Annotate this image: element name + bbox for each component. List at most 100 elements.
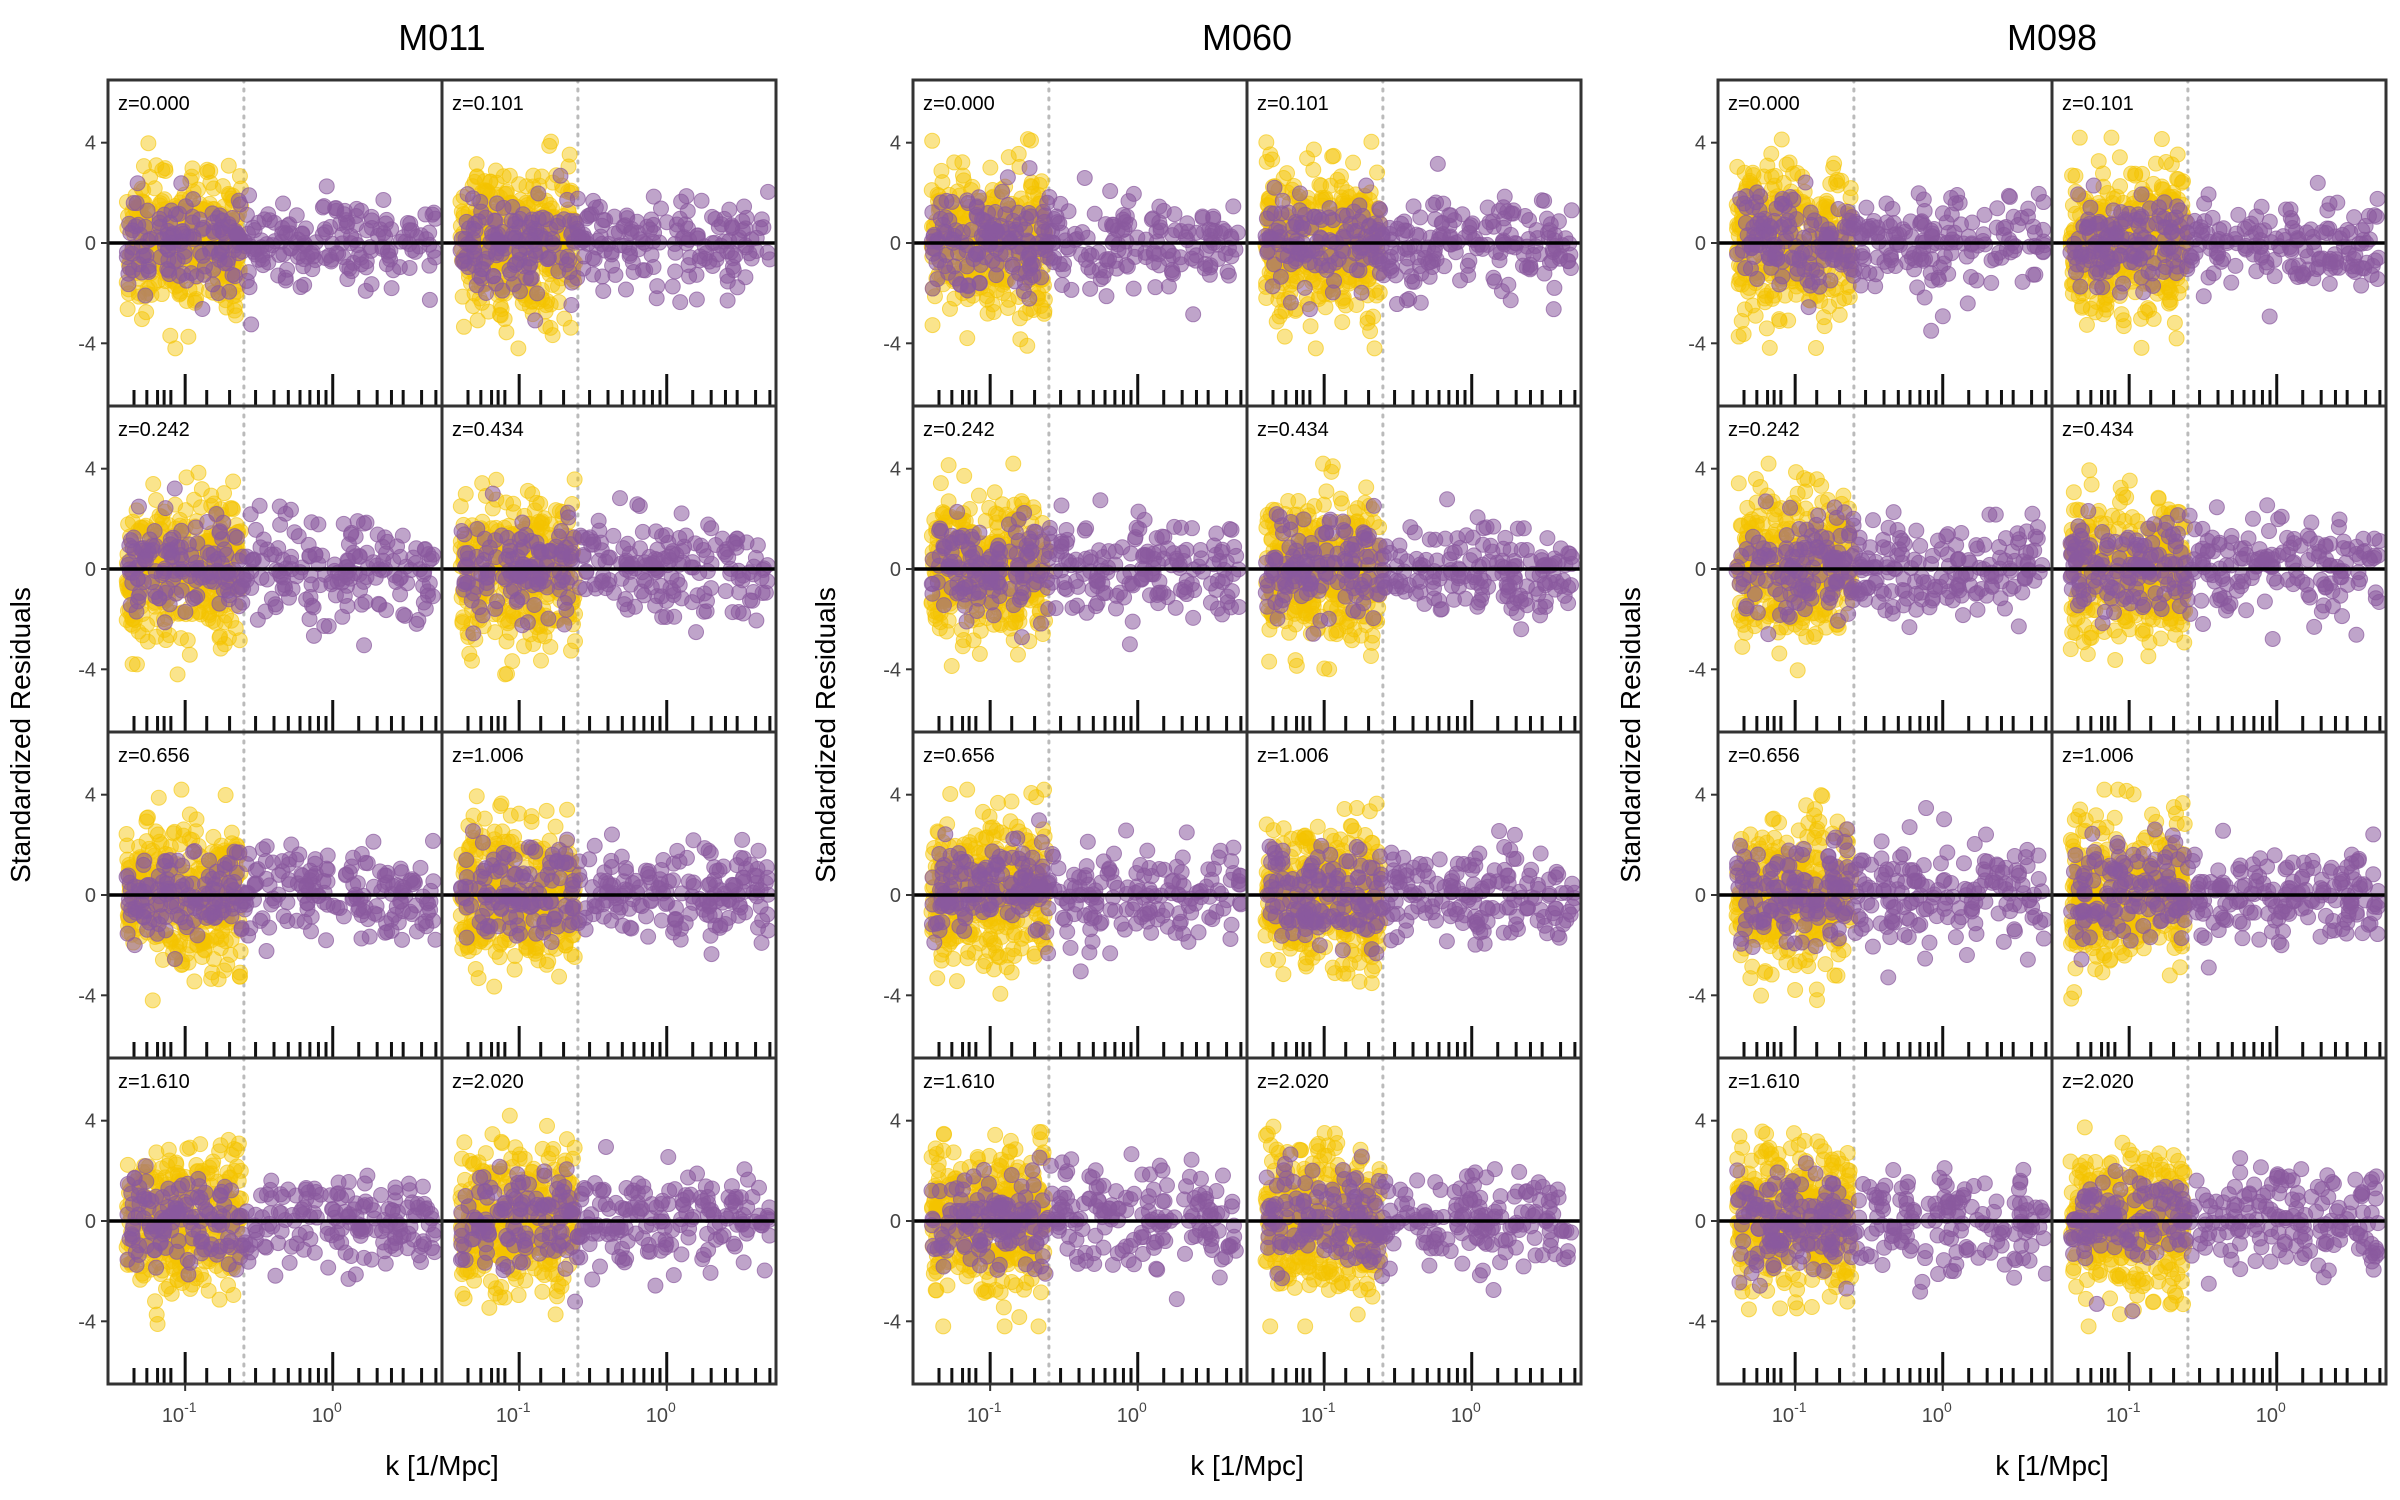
point-allk bbox=[283, 548, 300, 565]
point-allk bbox=[304, 243, 321, 260]
point-allk bbox=[748, 612, 765, 629]
point-allk bbox=[216, 541, 233, 558]
point-allk bbox=[736, 198, 753, 215]
redshift-label: z=0.000 bbox=[118, 93, 190, 115]
point-allk bbox=[359, 1167, 376, 1184]
point-allk bbox=[530, 185, 547, 202]
point-allk bbox=[759, 244, 776, 261]
point-lowk bbox=[212, 628, 229, 645]
point-allk bbox=[659, 894, 676, 911]
point-allk bbox=[458, 929, 475, 946]
point-allk bbox=[514, 617, 531, 634]
point-allk bbox=[735, 605, 752, 622]
point-allk bbox=[489, 593, 506, 610]
point-lowk bbox=[498, 494, 515, 511]
facet-panel: z=1.006 bbox=[440, 730, 778, 1060]
point-allk bbox=[502, 265, 519, 282]
point-lowk bbox=[547, 1306, 564, 1323]
point-allk bbox=[298, 877, 315, 894]
point-allk bbox=[127, 900, 144, 917]
point-lowk bbox=[147, 1293, 164, 1310]
point-allk bbox=[590, 512, 607, 529]
point-allk bbox=[121, 1230, 138, 1247]
point-allk bbox=[194, 300, 211, 317]
point-allk bbox=[548, 852, 565, 869]
point-lowk bbox=[145, 476, 162, 493]
point-allk bbox=[546, 910, 563, 927]
point-allk bbox=[472, 868, 489, 885]
point-allk bbox=[194, 247, 211, 264]
point-allk bbox=[297, 1224, 314, 1241]
point-allk bbox=[275, 1189, 292, 1206]
point-allk bbox=[258, 943, 275, 960]
point-allk bbox=[510, 568, 527, 585]
point-allk bbox=[459, 544, 476, 561]
point-allk bbox=[689, 587, 706, 604]
point-allk bbox=[724, 250, 741, 267]
point-allk bbox=[377, 924, 394, 941]
point-allk bbox=[216, 255, 233, 272]
point-allk bbox=[735, 884, 752, 901]
point-allk bbox=[197, 1201, 214, 1218]
point-allk bbox=[200, 852, 217, 869]
point-allk bbox=[318, 932, 335, 949]
point-allk bbox=[215, 225, 232, 242]
point-allk bbox=[119, 925, 136, 942]
point-allk bbox=[700, 516, 717, 533]
point-allk bbox=[388, 898, 405, 915]
point-allk bbox=[180, 1266, 197, 1283]
point-allk bbox=[634, 262, 651, 279]
point-lowk bbox=[120, 516, 137, 533]
point-allk bbox=[610, 903, 627, 920]
point-allk bbox=[704, 257, 721, 274]
point-allk bbox=[385, 262, 402, 279]
point-allk bbox=[515, 865, 532, 882]
point-allk bbox=[527, 843, 544, 860]
point-lowk bbox=[527, 945, 544, 962]
point-lowk bbox=[214, 178, 231, 195]
point-allk bbox=[275, 908, 292, 925]
point-allk bbox=[174, 857, 191, 874]
point-allk bbox=[130, 498, 147, 515]
point-lowk bbox=[202, 163, 219, 180]
point-allk bbox=[633, 583, 650, 600]
point-allk bbox=[575, 260, 592, 277]
point-allk bbox=[556, 616, 573, 633]
point-lowk bbox=[203, 970, 220, 987]
point-lowk bbox=[217, 787, 234, 804]
point-allk bbox=[562, 569, 579, 586]
point-allk bbox=[748, 867, 765, 884]
y-tick-label: 4 bbox=[85, 785, 96, 807]
point-allk bbox=[578, 564, 595, 581]
point-allk bbox=[199, 514, 216, 531]
point-allk bbox=[589, 232, 606, 249]
point-allk bbox=[652, 200, 669, 217]
point-allk bbox=[277, 580, 294, 597]
point-allk bbox=[456, 576, 473, 593]
point-allk bbox=[418, 918, 435, 935]
point-allk bbox=[685, 832, 702, 849]
point-allk bbox=[619, 535, 636, 552]
point-lowk bbox=[533, 168, 550, 185]
point-allk bbox=[410, 611, 427, 628]
point-allk bbox=[399, 575, 416, 592]
point-allk bbox=[672, 294, 689, 311]
point-allk bbox=[258, 1186, 275, 1203]
point-allk bbox=[378, 602, 395, 619]
point-lowk bbox=[205, 951, 222, 968]
point-allk bbox=[215, 902, 232, 919]
point-allk bbox=[186, 842, 203, 859]
point-lowk bbox=[547, 818, 564, 835]
point-allk bbox=[328, 200, 345, 217]
point-lowk bbox=[192, 499, 209, 516]
point-allk bbox=[184, 590, 201, 607]
point-allk bbox=[462, 236, 479, 253]
point-lowk bbox=[526, 502, 543, 519]
point-allk bbox=[122, 597, 139, 614]
point-allk bbox=[349, 513, 366, 530]
point-allk bbox=[731, 229, 748, 246]
point-allk bbox=[120, 867, 137, 884]
point-lowk bbox=[225, 473, 242, 490]
point-allk bbox=[177, 603, 194, 620]
point-allk bbox=[368, 557, 385, 574]
